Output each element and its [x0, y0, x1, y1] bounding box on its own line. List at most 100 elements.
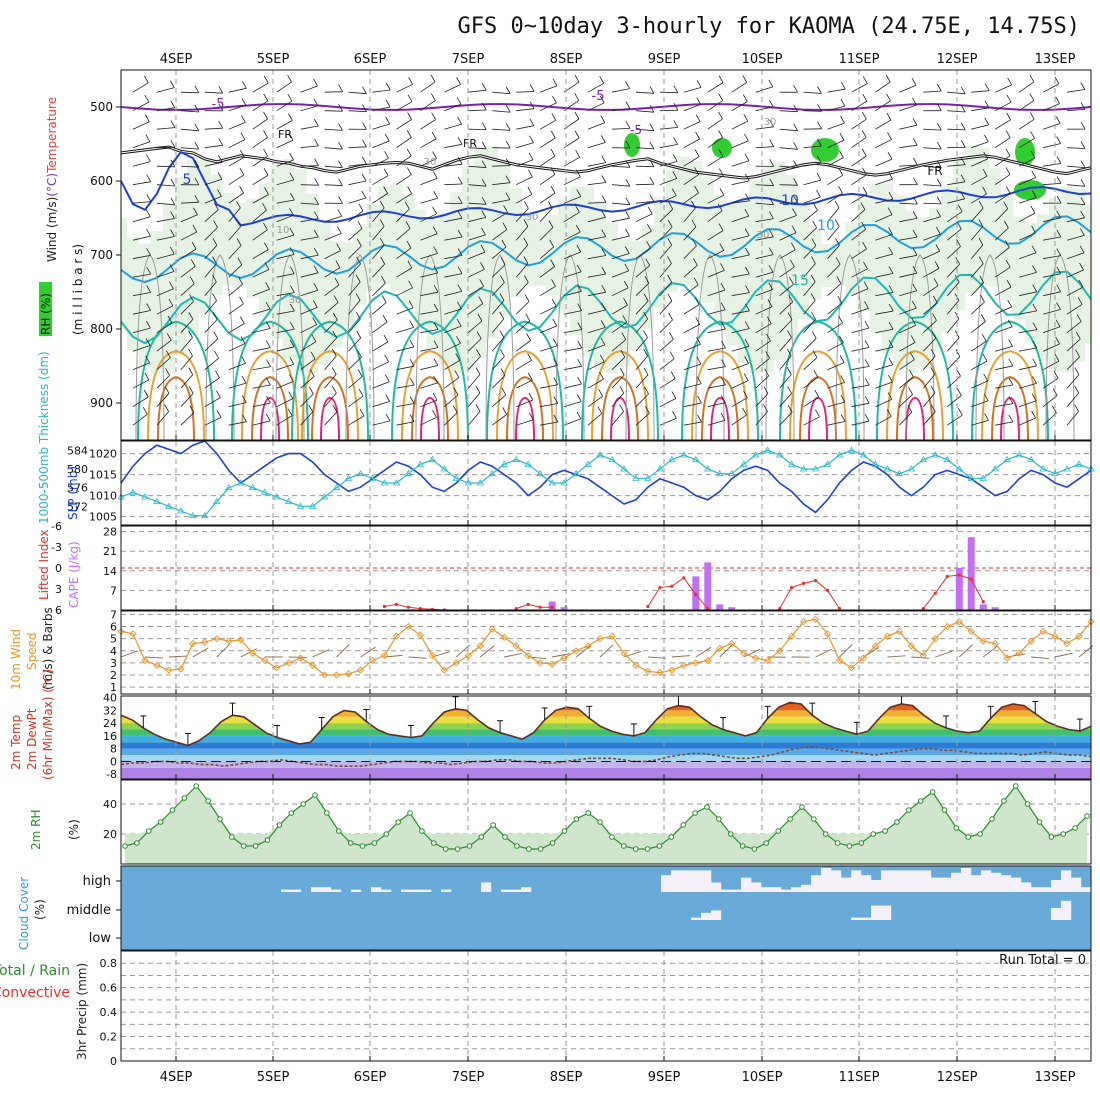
wind10-barb: [958, 644, 973, 658]
wind-barb-flag: [266, 377, 271, 386]
wind-barb-flag: [457, 196, 463, 204]
wind-barb-flag: [362, 122, 367, 130]
wind-barb: [539, 137, 556, 149]
wind-barb-flag: [385, 394, 391, 402]
thickness-point: [129, 488, 137, 495]
wind-barb: [851, 288, 869, 297]
rh-point: [573, 816, 580, 822]
wind-barb: [731, 200, 750, 204]
wind-barb-flag: [574, 111, 580, 120]
temp-tick-label: 8: [110, 743, 117, 756]
wind-barb: [563, 231, 581, 241]
wind-barb-flag: [408, 300, 414, 308]
wind-barb: [779, 165, 798, 168]
wind-barb-flag: [817, 138, 822, 147]
wind-barb: [659, 378, 676, 389]
wind-barb-flag: [1074, 385, 1080, 394]
wind-barb-flag: [433, 191, 439, 199]
wind-barb-flag: [170, 120, 176, 128]
wind10-point: [787, 632, 796, 640]
wind-barb: [971, 124, 989, 130]
wind-barb-flag: [356, 256, 361, 265]
wind-barb: [516, 176, 533, 186]
rh-shade-column: [330, 241, 343, 348]
wind-barb: [563, 383, 582, 389]
wind-barb: [803, 145, 822, 149]
wind-barb-flag: [601, 210, 606, 218]
wind-barb: [492, 165, 511, 167]
wind-barb-flag: [575, 205, 580, 213]
wind-barb-flag: [217, 172, 223, 180]
rh-point: [1060, 831, 1067, 837]
temp-band: [121, 742, 1091, 749]
rh-saturated-region: [712, 138, 732, 158]
wind-barb: [899, 272, 918, 278]
wind-barb-flag: [409, 414, 415, 422]
wind-barb-flag: [1031, 190, 1037, 198]
wind10-point: [895, 627, 904, 636]
wind-barb: [252, 100, 269, 112]
wind-barb-flag: [143, 389, 149, 398]
rh-contour: [555, 254, 585, 440]
rh-shade-column: [641, 224, 654, 329]
wind-barb: [995, 346, 1013, 352]
wind-barb-flag: [212, 312, 218, 320]
wind-barb-flag: [745, 247, 750, 256]
li-tick-label: -3: [51, 541, 62, 554]
wind-barb-flag: [936, 83, 942, 92]
wind-barb: [300, 125, 319, 130]
thickness-point: [356, 469, 365, 477]
wind-barb-flag: [834, 200, 840, 209]
wind-barb: [635, 147, 654, 150]
top-date-10SEP: 10SEP: [742, 52, 783, 67]
rh-point: [656, 843, 663, 849]
wind-barb-flag: [332, 330, 338, 339]
wind-barb: [300, 85, 318, 93]
wind-barb-flag: [601, 175, 607, 183]
wind-barb-flag: [840, 394, 846, 403]
rh-shade-column: [1049, 197, 1062, 372]
wind-barb: [252, 174, 269, 186]
wind-barb: [755, 86, 774, 93]
wind-barb: [995, 326, 1013, 334]
wind-barb-flag: [309, 386, 314, 395]
wind-barb: [444, 394, 459, 408]
thickness-point: [320, 493, 329, 500]
wind-barb-flag: [672, 154, 678, 162]
wind-barb: [156, 322, 173, 334]
wind-barb-flag: [817, 104, 822, 112]
wind-barb-flag: [625, 121, 631, 129]
wind-barb-flag: [720, 282, 726, 291]
wind-barb: [420, 272, 438, 278]
wind-barb-flag: [787, 405, 793, 413]
thickness-point: [584, 460, 592, 467]
wind-barb-flag: [840, 115, 845, 124]
wind-barb-flag: [356, 330, 362, 339]
cape-tick-label: 14: [103, 565, 117, 578]
wind-barb-flag: [142, 407, 148, 415]
wind-barb: [396, 137, 412, 149]
wind-barb: [1018, 232, 1036, 241]
wind-barb: [444, 308, 462, 315]
wind-barb-flag: [744, 321, 750, 329]
wind-barb: [348, 180, 367, 186]
wind-barb: [1066, 252, 1085, 260]
wind-barb-flag: [334, 277, 340, 286]
wind-barb-flag: [649, 86, 655, 94]
wind-barb: [444, 183, 463, 186]
wind-barb: [683, 324, 700, 334]
wind10-point: [201, 638, 209, 646]
wind-barb-flag: [575, 169, 581, 177]
rh-point: [941, 807, 948, 813]
wind-barb-flag: [887, 207, 893, 215]
rh-shade-column: [390, 183, 403, 291]
wind-barb: [587, 162, 606, 167]
wind-barb: [707, 156, 724, 167]
wind-barb: [396, 174, 412, 186]
wind-barb: [587, 327, 606, 334]
wind-barb-flag: [696, 376, 702, 384]
rh-moist-core: [1003, 521, 1057, 569]
wind-barb: [707, 175, 724, 186]
thickness-point: [847, 446, 856, 453]
wind-barb-flag: [888, 192, 894, 200]
